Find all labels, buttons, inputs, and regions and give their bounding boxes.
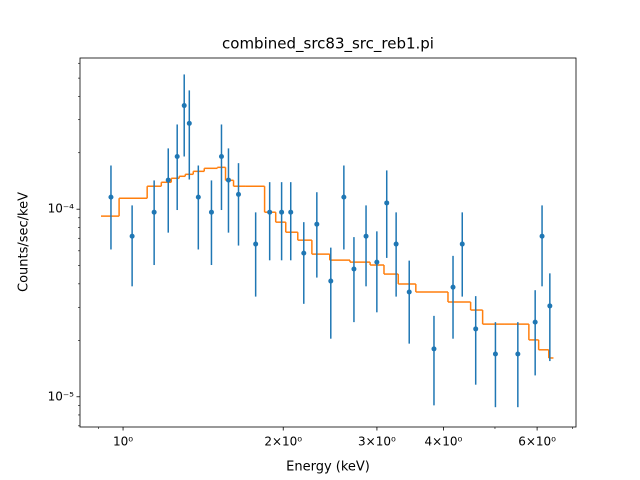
y-tick-label: 10⁻⁴ [48, 202, 75, 216]
data-point [253, 241, 259, 247]
x-tick-label: 4×10⁰ [425, 435, 463, 449]
data-point [218, 153, 224, 159]
x-axis-label: Energy (keV) [286, 460, 370, 475]
data-point [431, 346, 437, 352]
data-point [279, 209, 285, 215]
data-point [374, 259, 380, 265]
data-point [174, 153, 180, 159]
data-point [341, 194, 347, 200]
data-point [539, 233, 545, 239]
data-point [181, 103, 187, 109]
data-point [129, 233, 135, 239]
plot-frame [79, 57, 577, 428]
chart-title: combined_src83_src_reb1.pi [222, 35, 434, 54]
data-point [186, 120, 192, 126]
data-point [406, 289, 412, 295]
data-point [547, 303, 553, 309]
data-point [288, 209, 294, 215]
data-point [301, 250, 307, 256]
data-point [450, 284, 456, 290]
data-point [328, 278, 334, 284]
data-point [351, 266, 357, 272]
x-tick-label: 2×10⁰ [264, 435, 302, 449]
data-point [459, 241, 465, 247]
data-point [314, 221, 320, 227]
data-point [473, 326, 479, 332]
data-point [208, 209, 214, 215]
data-point [195, 194, 201, 200]
data-point [492, 351, 498, 357]
x-tick-label: 3×10⁰ [358, 435, 396, 449]
data-point [384, 200, 390, 206]
data-point [151, 209, 157, 215]
data-point [532, 319, 538, 325]
data-point [363, 233, 369, 239]
y-axis-label: Counts/sec/keV [17, 192, 32, 292]
data-point [393, 241, 399, 247]
data-point [108, 194, 114, 200]
y-tick-label: 10⁻⁵ [48, 389, 75, 403]
data-point [225, 177, 231, 183]
data-point [165, 177, 171, 183]
data-point [235, 191, 241, 197]
data-point [267, 209, 273, 215]
x-tick-label: 6×10⁰ [518, 435, 556, 449]
x-tick-label: 10⁰ [113, 435, 133, 449]
data-point [515, 351, 521, 357]
